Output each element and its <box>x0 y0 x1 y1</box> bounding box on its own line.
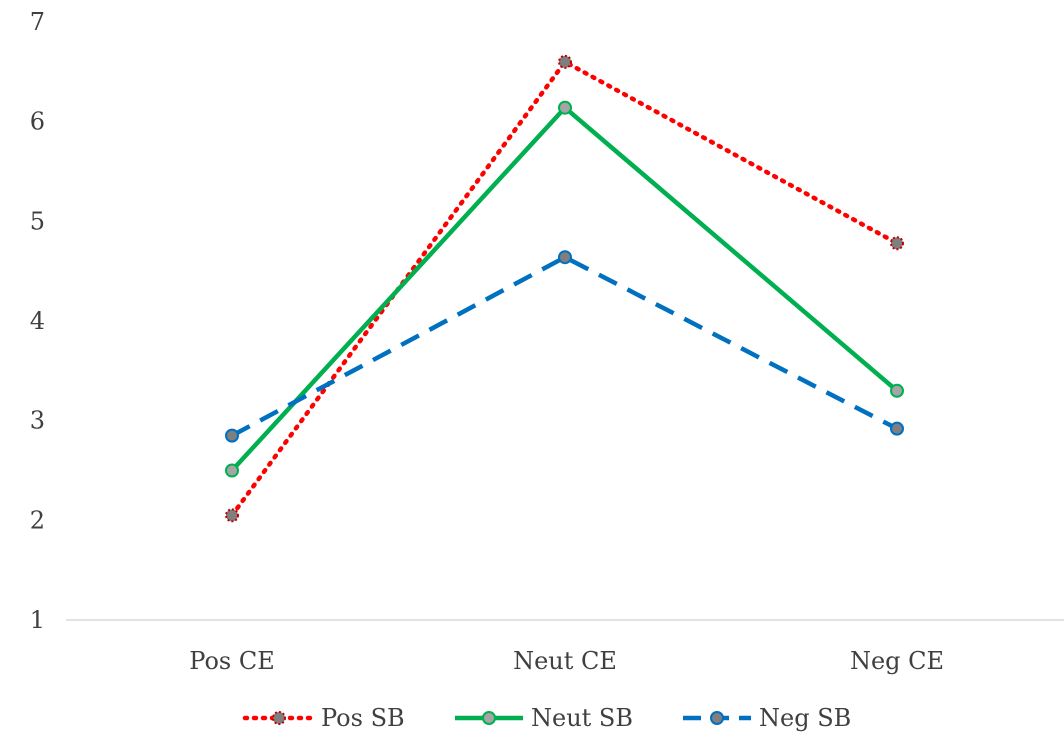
y-tick-label: 2 <box>30 506 45 534</box>
data-point-pos-sb <box>890 236 904 251</box>
y-tick-label: 5 <box>30 207 45 235</box>
x-tick-label: Pos CE <box>189 647 274 675</box>
series-line-neut-sb <box>230 105 899 473</box>
legend-marker-neut-sb <box>482 711 496 725</box>
series-lines <box>229 59 900 518</box>
data-point-pos-sb <box>558 54 572 69</box>
y-tick-label: 1 <box>30 606 45 634</box>
data-point-neut-sb <box>225 463 239 478</box>
data-point-pos-sb <box>225 508 239 523</box>
legend: Pos SB Neut SB Neg SB <box>242 704 851 732</box>
y-tick-label: 7 <box>30 8 45 36</box>
legend-marker-pos-sb <box>272 711 286 725</box>
x-tick-label: Neut CE <box>513 647 617 675</box>
data-point-neg-sb <box>225 428 239 443</box>
y-tick-label: 6 <box>30 108 45 136</box>
legend-marker-neg-sb <box>710 711 724 725</box>
x-axis-ticks: Pos CE Neut CE Neg CE <box>189 647 944 675</box>
series-line-neg-sb <box>230 254 899 438</box>
data-point-neut-sb <box>890 383 904 398</box>
y-tick-label: 3 <box>30 407 45 435</box>
data-point-neut-sb <box>558 100 572 115</box>
series-markers <box>225 54 904 523</box>
legend-label-neg-sb: Neg SB <box>759 704 851 732</box>
x-tick-label: Neg CE <box>850 647 944 675</box>
data-point-neg-sb <box>890 421 904 436</box>
y-tick-label: 4 <box>30 307 45 335</box>
series-line-pos-sb <box>229 59 900 518</box>
legend-label-neut-sb: Neut SB <box>531 704 633 732</box>
y-axis-ticks: 1 2 3 4 5 6 7 <box>30 8 45 634</box>
data-point-neg-sb <box>558 250 572 265</box>
legend-label-pos-sb: Pos SB <box>321 704 405 732</box>
